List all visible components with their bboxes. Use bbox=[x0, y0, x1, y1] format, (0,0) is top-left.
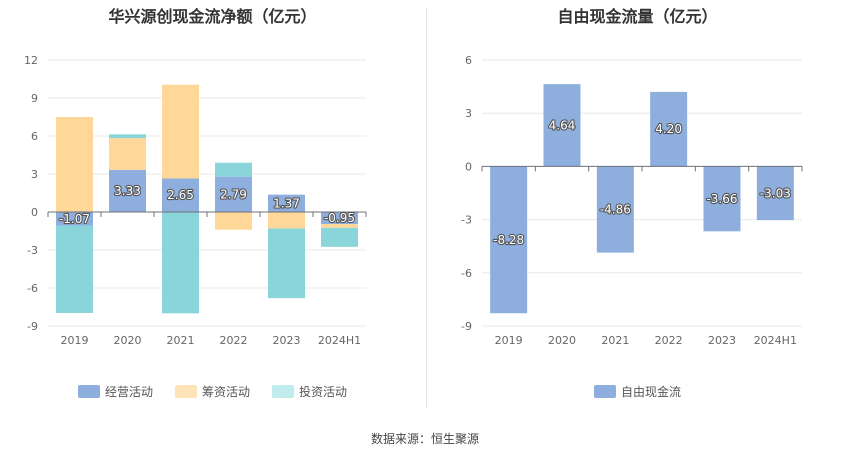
x-tick-label: 2020 bbox=[114, 334, 142, 347]
data-label: -8.28 bbox=[493, 233, 524, 247]
bar[interactable] bbox=[268, 228, 305, 299]
cashflow-net-plot: 12 9 6 3 0 -3 -6 -9 2019 2020 2021 2022 2023 2024H1 -1… bbox=[24, 54, 367, 347]
y-tick-label: 0 bbox=[465, 160, 472, 173]
data-label: -1.07 bbox=[59, 212, 90, 226]
x-tick-label: 2023 bbox=[273, 334, 301, 347]
legend-swatch bbox=[174, 385, 197, 398]
legend-swatch bbox=[77, 385, 100, 398]
y-tick-label: 0 bbox=[31, 206, 38, 219]
bar[interactable] bbox=[162, 212, 199, 314]
x-tick-label: 2023 bbox=[708, 334, 736, 347]
bar[interactable] bbox=[756, 166, 794, 221]
data-label: 2.79 bbox=[220, 187, 247, 201]
bar[interactable] bbox=[321, 224, 358, 228]
y-tick-label: -9 bbox=[27, 320, 38, 333]
cashflow-net-chart: 华兴源创现金流净额（亿元） 12 9 6 3 0 -3 -6 -9 2019 2020 2021 20… bbox=[0, 0, 425, 410]
data-label: 1.37 bbox=[273, 196, 300, 210]
bar[interactable] bbox=[268, 194, 305, 212]
y-tick-label: -6 bbox=[27, 282, 38, 295]
y-tick-label: 12 bbox=[24, 54, 38, 67]
data-source: 数据来源：恒生聚源 bbox=[370, 432, 479, 446]
bar[interactable] bbox=[321, 212, 358, 225]
y-tick-label: 6 bbox=[31, 130, 38, 143]
y-tick-label: -9 bbox=[461, 320, 472, 333]
free-cashflow-plot: 6 3 0 -3 -6 -9 2019 2020 2021 2022 2023 2024H1 -8.28… bbox=[461, 54, 803, 347]
legend-item-financing[interactable]: 筹资活动 bbox=[174, 383, 250, 400]
legend-swatch bbox=[272, 385, 294, 398]
legend-label: 经营活动 bbox=[104, 385, 153, 399]
x-tick-label: 2019 bbox=[61, 334, 89, 347]
legend-label: 筹资活动 bbox=[201, 385, 250, 399]
chart-title: 自由现金流量（亿元） bbox=[557, 7, 718, 26]
x-tick-label: 2024H1 bbox=[318, 334, 361, 347]
free-cashflow-chart: 自由现金流量（亿元） 6 3 0 -3 -6 -9 2019 2020 2021 2022 2023… bbox=[425, 0, 850, 410]
legend: 经营活动 筹资活动 投资活动 bbox=[0, 383, 425, 400]
x-tick-label: 2022 bbox=[655, 334, 683, 347]
chart-title: 华兴源创现金流净额（亿元） bbox=[108, 7, 317, 26]
x-tick-label: 2022 bbox=[220, 334, 248, 347]
bar[interactable] bbox=[162, 84, 199, 179]
bar[interactable] bbox=[162, 178, 199, 212]
legend-swatch bbox=[593, 385, 616, 398]
x-tick-label: 2021 bbox=[601, 334, 629, 347]
bar[interactable] bbox=[596, 166, 634, 253]
legend: 自由现金流 bbox=[425, 383, 850, 400]
x-tick-label: 2021 bbox=[167, 334, 195, 347]
bar[interactable] bbox=[109, 134, 146, 139]
y-tick-label: 6 bbox=[465, 54, 472, 67]
y-tick-label: 9 bbox=[31, 92, 38, 105]
legend-label: 自由现金流 bbox=[620, 385, 681, 399]
bar[interactable] bbox=[56, 212, 93, 226]
data-label: -4.86 bbox=[600, 202, 631, 216]
y-tick-label: -3 bbox=[461, 214, 472, 227]
y-tick-label: -3 bbox=[27, 244, 38, 257]
data-label: 3.33 bbox=[114, 184, 141, 198]
bar[interactable] bbox=[215, 212, 252, 230]
bar[interactable] bbox=[56, 225, 93, 313]
y-tick-label: 3 bbox=[31, 168, 38, 181]
bar[interactable] bbox=[109, 169, 146, 212]
data-label: -0.95 bbox=[324, 211, 355, 225]
legend-item-free-cashflow[interactable]: 自由现金流 bbox=[593, 383, 681, 400]
y-tick-label: 3 bbox=[465, 107, 472, 120]
bar[interactable] bbox=[109, 138, 146, 170]
bar[interactable] bbox=[215, 176, 252, 212]
x-tick-label: 2020 bbox=[548, 334, 576, 347]
bar[interactable] bbox=[650, 91, 688, 167]
bar[interactable] bbox=[543, 84, 581, 167]
legend-item-operating[interactable]: 经营活动 bbox=[77, 383, 153, 400]
bar[interactable] bbox=[215, 162, 252, 177]
y-tick-label: -6 bbox=[461, 267, 472, 280]
bar[interactable] bbox=[56, 117, 93, 212]
bar[interactable] bbox=[703, 166, 741, 232]
legend-label: 投资活动 bbox=[299, 385, 348, 399]
data-label: 2.65 bbox=[167, 188, 194, 202]
bar[interactable] bbox=[321, 227, 358, 247]
data-label: 4.64 bbox=[549, 118, 576, 132]
bar[interactable] bbox=[268, 212, 305, 229]
bar[interactable] bbox=[490, 166, 528, 314]
x-tick-label: 2024H1 bbox=[754, 334, 797, 347]
data-label: -3.66 bbox=[706, 192, 737, 206]
legend-item-investing[interactable]: 投资活动 bbox=[272, 383, 347, 400]
x-tick-label: 2019 bbox=[495, 334, 523, 347]
data-label: 4.20 bbox=[655, 122, 682, 136]
chart-divider bbox=[426, 8, 427, 408]
data-label: -3.03 bbox=[760, 186, 791, 200]
